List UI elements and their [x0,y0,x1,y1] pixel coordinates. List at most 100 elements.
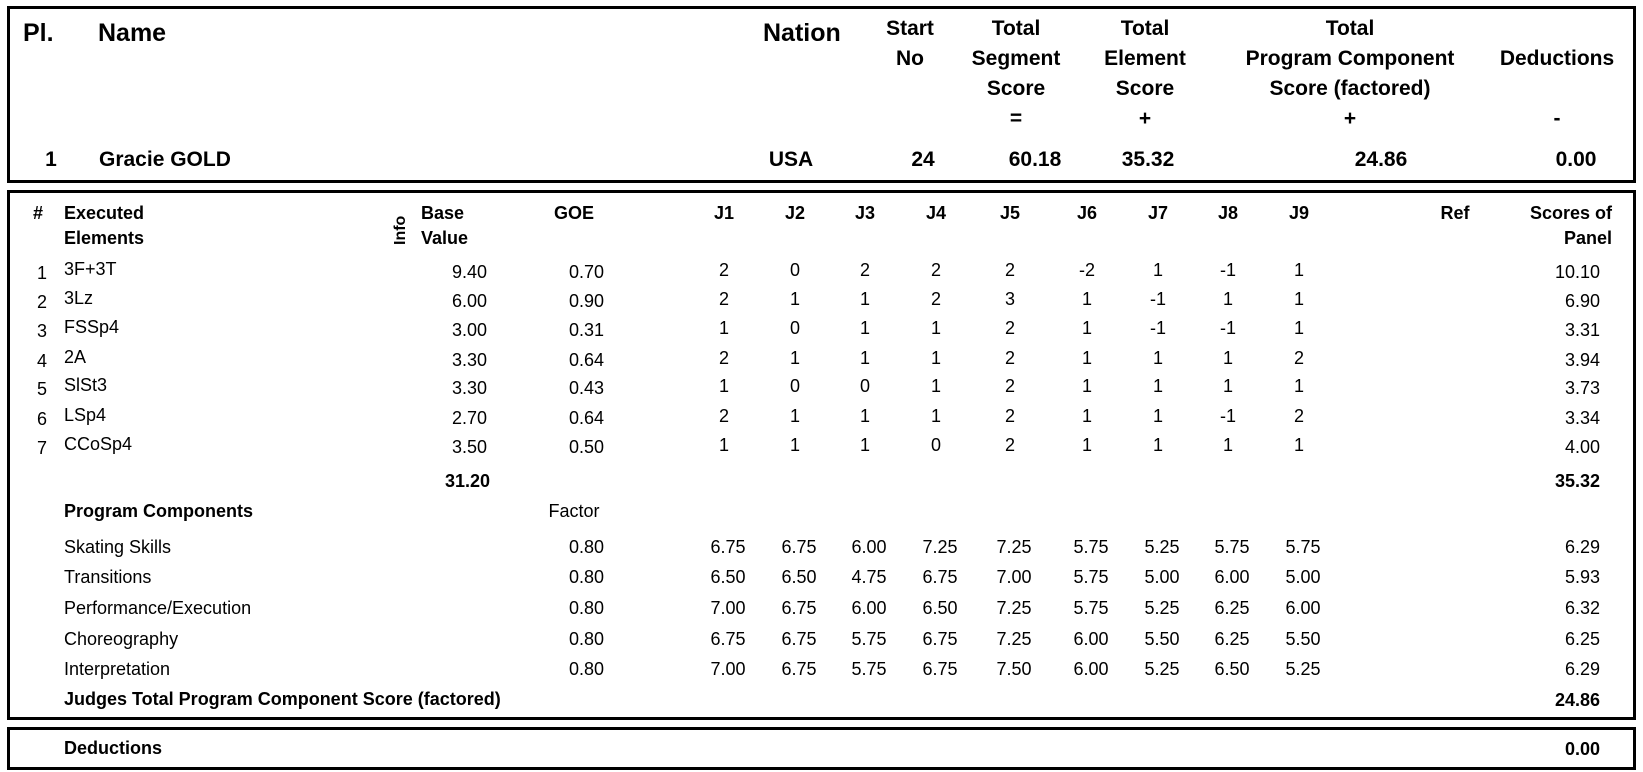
element-judge-score: 2 [718,260,730,280]
element-base-value: 3.50 [451,437,487,457]
element-panel-score: 3.31 [1564,320,1600,340]
component-judge-score: 5.75 [1214,537,1250,557]
element-judge-score: 1 [789,348,801,368]
component-judge-score: 5.75 [851,659,887,679]
element-judge-score: 1 [1293,435,1305,455]
skater-tss: 60.18 [1008,148,1062,171]
element-goe: 0.43 [568,378,604,398]
element-panel-score: 3.34 [1564,408,1600,428]
element-judge-score: 1 [930,406,942,426]
element-judge-score: 2 [1293,406,1305,426]
element-judge-score: 2 [1004,406,1016,426]
element-judge-score: 1 [930,376,942,396]
skater-start-no: 24 [911,148,935,171]
component-judge-score: 6.75 [710,629,746,649]
element-base-value: 6.00 [451,291,487,311]
element-judge-score: 1 [859,435,871,455]
element-judge-score: 0 [859,376,871,396]
element-judge-score: 2 [1004,435,1016,455]
element-judge-score: 1 [1081,289,1093,309]
component-panel-score: 6.29 [1564,659,1600,679]
component-judge-score: 5.25 [1144,598,1180,618]
component-judge-score: 6.50 [710,567,746,587]
component-factor: 0.80 [568,598,604,618]
element-name: 3Lz [64,288,94,308]
component-judge-score: 6.75 [922,567,958,587]
element-judge-score: 1 [1152,348,1164,368]
component-judge-score: 7.00 [996,567,1032,587]
judge-header-1: J1 [713,203,735,223]
element-panel-score: 4.00 [1564,437,1600,457]
executed-elements-header: Executed Elements [64,203,145,248]
element-judge-score: 1 [1081,435,1093,455]
element-judge-score: 2 [1004,260,1016,280]
component-judge-score: 6.25 [1214,598,1250,618]
element-panel-score: 3.94 [1564,350,1600,370]
component-judge-score: 7.00 [710,598,746,618]
component-judge-score: 6.00 [1073,629,1109,649]
elements-panel-total: 35.32 [1554,471,1600,491]
element-judge-score: 1 [1081,406,1093,426]
total-segment-score-header: Total Segment Score = [971,17,1061,130]
deductions-box [7,727,1636,770]
component-judge-score: 6.75 [710,537,746,557]
component-judge-score: 6.75 [781,537,817,557]
element-judge-score: 2 [930,260,942,280]
element-judge-score: 1 [1081,376,1093,396]
element-judge-score: 1 [789,435,801,455]
judge-header-7: J7 [1147,203,1169,223]
element-name: FSSp4 [64,317,120,337]
component-judge-score: 5.25 [1285,659,1321,679]
element-panel-score: 10.10 [1554,262,1600,282]
element-judge-score: 2 [718,406,730,426]
element-number: 4 [36,351,48,371]
goe-header: GOE [553,203,595,223]
skater-place: 1 [45,148,57,171]
skater-nation: USA [768,148,814,171]
skater-name: Gracie GOLD [99,148,231,171]
component-factor: 0.80 [568,537,604,557]
element-panel-score: 6.90 [1564,291,1600,311]
element-judge-score: 1 [1152,435,1164,455]
base-value-total: 31.20 [444,471,490,491]
total-pcs-header: Total Program Component Score (factored)… [1245,17,1455,130]
component-judge-score: 6.00 [1214,567,1250,587]
element-judge-score: 1 [859,406,871,426]
judges-total-pcs-label: Judges Total Program Component Score (fa… [64,689,501,709]
component-panel-score: 5.93 [1564,567,1600,587]
component-judge-score: 4.75 [851,567,887,587]
component-judge-score: 5.00 [1285,567,1321,587]
element-judge-score: 1 [930,318,942,338]
judge-header-3: J3 [854,203,876,223]
element-name: 3F+3T [64,259,117,279]
skater-pcs: 24.86 [1354,148,1408,171]
judge-header-6: J6 [1076,203,1098,223]
component-judge-score: 5.25 [1144,537,1180,557]
component-name: Choreography [64,629,179,649]
judge-header-9: J9 [1288,203,1310,223]
element-judge-score: 0 [789,318,801,338]
component-judge-score: 6.00 [1285,598,1321,618]
component-name: Transitions [64,567,152,587]
element-number: 3 [36,321,48,341]
element-number: 5 [36,379,48,399]
element-judge-score: 1 [859,348,871,368]
skater-summary-box [7,6,1636,183]
element-goe: 0.50 [568,437,604,457]
judge-header-8: J8 [1217,203,1239,223]
element-judge-score: 1 [930,348,942,368]
element-base-value: 3.30 [451,378,487,398]
element-judge-score: 1 [1222,289,1234,309]
element-base-value: 9.40 [451,262,487,282]
place-header: Pl. [23,19,54,47]
element-judge-score: 2 [718,289,730,309]
component-judge-score: 6.00 [851,598,887,618]
element-base-value: 3.30 [451,350,487,370]
element-judge-score: 2 [1004,376,1016,396]
element-judge-score: 1 [718,376,730,396]
element-judge-score: 1 [1222,348,1234,368]
element-panel-score: 3.73 [1564,378,1600,398]
component-judge-score: 7.25 [996,598,1032,618]
component-judge-score: 6.75 [922,629,958,649]
element-judge-score: 1 [789,406,801,426]
